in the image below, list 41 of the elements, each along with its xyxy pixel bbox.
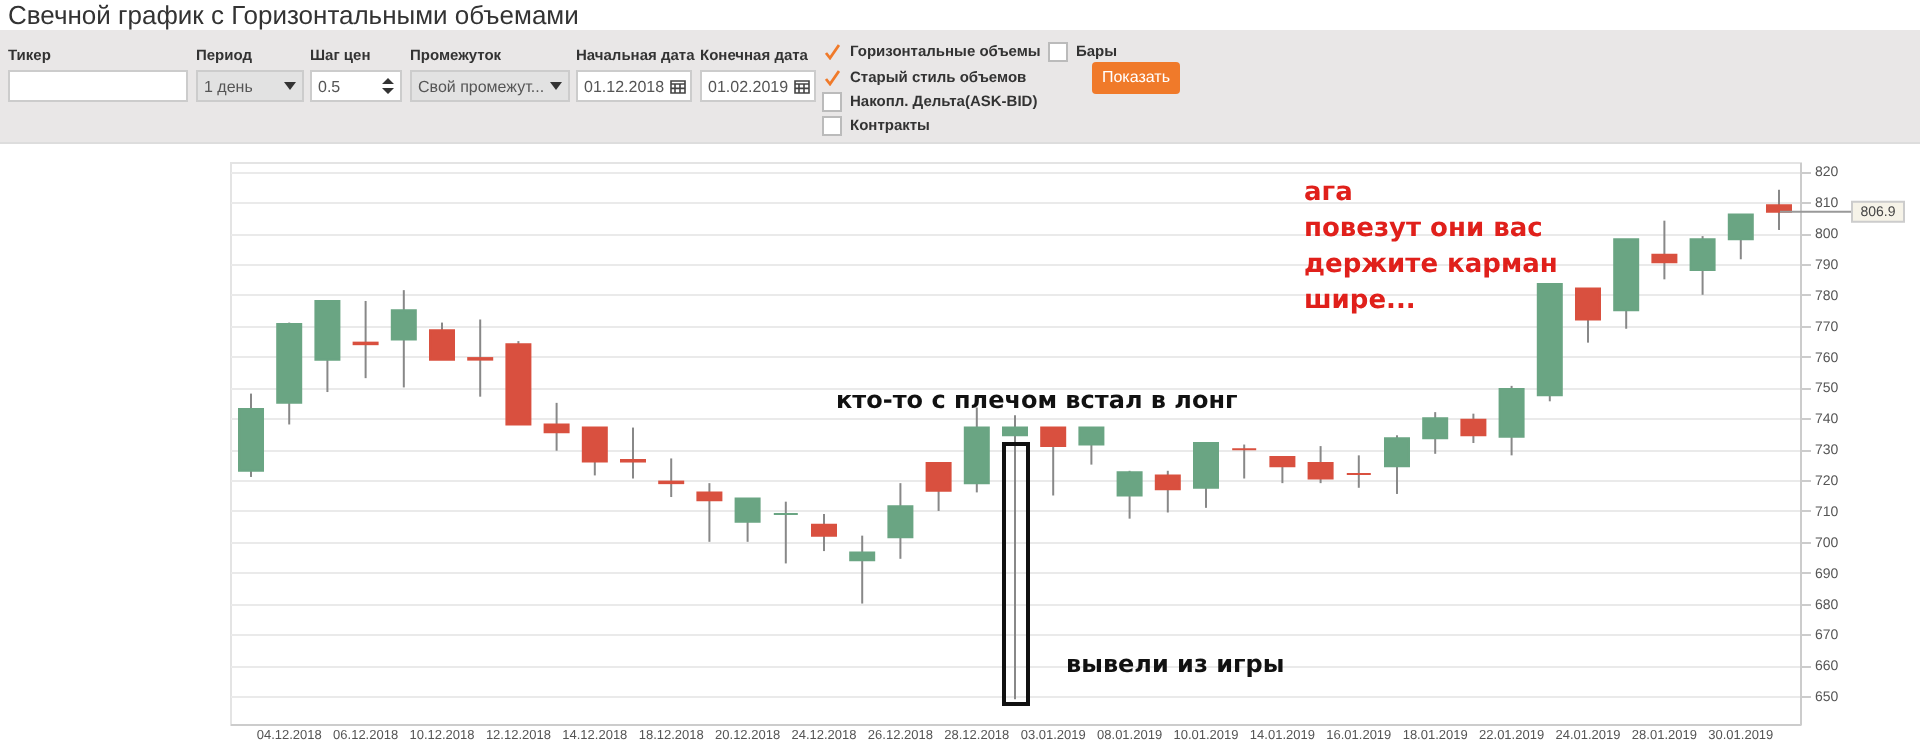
candlestick	[1574, 287, 1601, 344]
candlestick	[811, 513, 837, 553]
candlestick	[1307, 445, 1334, 485]
candlestick	[1727, 213, 1754, 261]
candlestick	[925, 462, 952, 512]
candlestick	[1498, 384, 1525, 457]
candlestick	[849, 534, 876, 605]
candlestick	[390, 289, 417, 389]
candlestick	[1765, 188, 1792, 231]
text: Свой промежут...	[418, 76, 545, 100]
annotation: вывели из игры	[1066, 650, 1285, 678]
text: 01.12.2018	[584, 76, 665, 100]
candlestick	[467, 318, 494, 398]
candlestick	[1651, 219, 1678, 281]
chart-title: Свечной график с Горизонтальными объемами	[8, 0, 579, 30]
candlestick	[1116, 469, 1143, 520]
text: 1 день	[204, 76, 253, 100]
text: Показать	[1092, 62, 1180, 94]
candlestick	[581, 426, 608, 477]
candlestick	[1078, 426, 1105, 466]
candlestick	[1154, 469, 1181, 514]
candlestick	[1345, 454, 1372, 489]
candlestick	[1384, 434, 1410, 495]
candlestick	[696, 482, 723, 543]
candlestick	[620, 426, 646, 480]
annotation: кто-то с плечом встал в лонг	[836, 386, 1238, 414]
candlestick	[1040, 426, 1067, 497]
candlestick	[1460, 412, 1487, 444]
candlestick	[429, 321, 456, 361]
candlestick	[1422, 411, 1449, 455]
candlestick	[1269, 455, 1296, 485]
candlestick	[1193, 442, 1219, 509]
candlestick	[772, 500, 799, 565]
text: 01.02.2019	[708, 76, 789, 100]
annotation: ага повезут они вас держите карман шире...	[1304, 178, 1558, 316]
candlestick	[734, 497, 761, 543]
candlestick	[543, 401, 570, 452]
candlestick	[887, 482, 914, 560]
candlestick	[1689, 235, 1716, 296]
candlestick	[1231, 443, 1258, 480]
text: 0.5	[318, 76, 341, 100]
